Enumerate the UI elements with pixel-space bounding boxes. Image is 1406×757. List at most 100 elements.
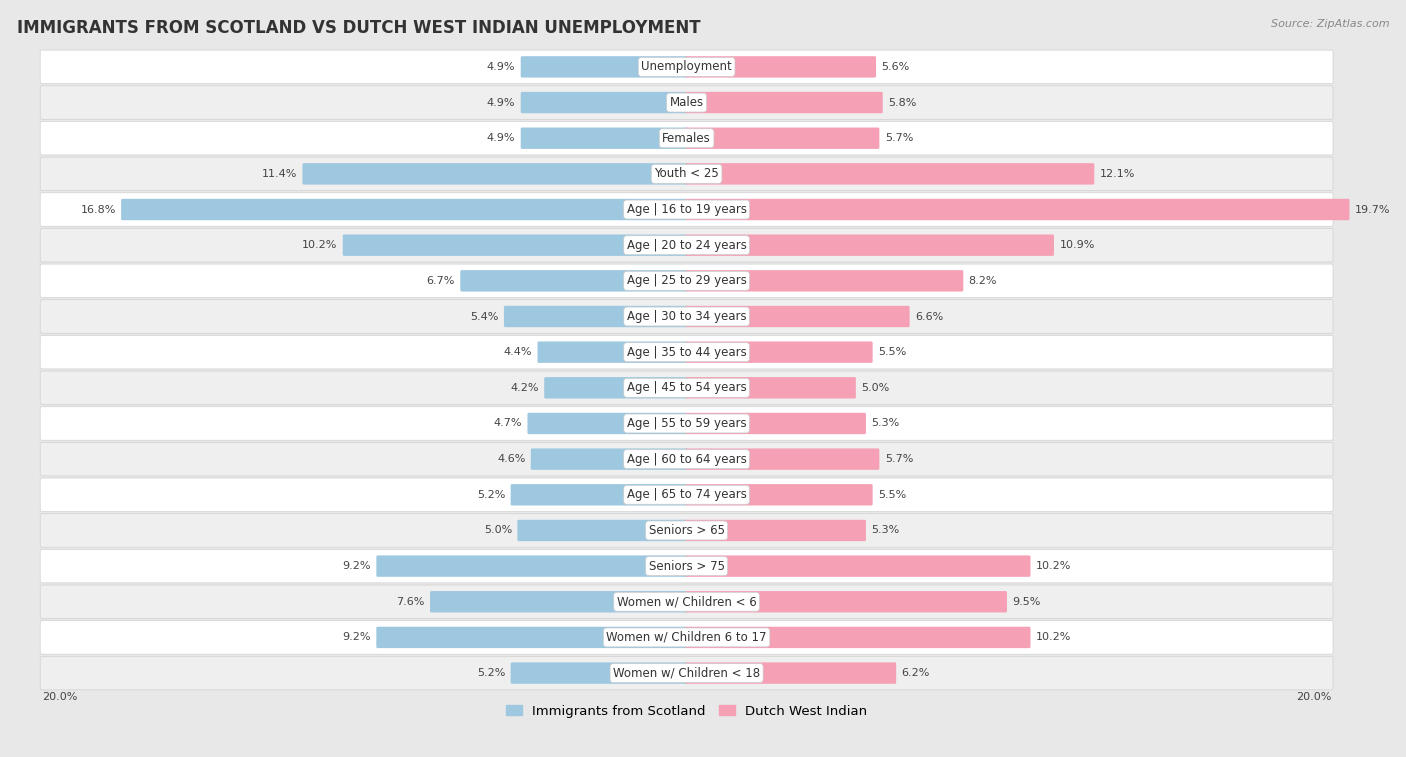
FancyBboxPatch shape [685, 199, 1350, 220]
Text: Seniors > 75: Seniors > 75 [648, 559, 724, 572]
Text: Age | 16 to 19 years: Age | 16 to 19 years [627, 203, 747, 216]
FancyBboxPatch shape [685, 556, 1031, 577]
Text: 5.2%: 5.2% [477, 668, 505, 678]
FancyBboxPatch shape [537, 341, 688, 363]
FancyBboxPatch shape [302, 164, 688, 185]
FancyBboxPatch shape [41, 157, 1333, 191]
FancyBboxPatch shape [685, 270, 963, 291]
FancyBboxPatch shape [685, 413, 866, 435]
FancyBboxPatch shape [377, 627, 688, 648]
Text: 5.0%: 5.0% [862, 383, 890, 393]
FancyBboxPatch shape [430, 591, 688, 612]
FancyBboxPatch shape [121, 199, 688, 220]
Text: Unemployment: Unemployment [641, 61, 733, 73]
Text: 4.7%: 4.7% [494, 419, 522, 428]
Text: Age | 25 to 29 years: Age | 25 to 29 years [627, 274, 747, 288]
FancyBboxPatch shape [685, 484, 873, 506]
FancyBboxPatch shape [41, 478, 1333, 512]
FancyBboxPatch shape [685, 627, 1031, 648]
FancyBboxPatch shape [41, 371, 1333, 404]
Text: Age | 30 to 34 years: Age | 30 to 34 years [627, 310, 747, 323]
Text: Seniors > 65: Seniors > 65 [648, 524, 724, 537]
Text: Age | 60 to 64 years: Age | 60 to 64 years [627, 453, 747, 466]
Text: 5.2%: 5.2% [477, 490, 505, 500]
FancyBboxPatch shape [685, 662, 896, 684]
Text: 5.7%: 5.7% [884, 133, 912, 143]
Text: 20.0%: 20.0% [42, 692, 77, 702]
Text: 8.2%: 8.2% [969, 276, 997, 286]
FancyBboxPatch shape [41, 442, 1333, 476]
FancyBboxPatch shape [41, 656, 1333, 690]
Text: Age | 65 to 74 years: Age | 65 to 74 years [627, 488, 747, 501]
Text: Age | 45 to 54 years: Age | 45 to 54 years [627, 382, 747, 394]
Text: 5.6%: 5.6% [882, 62, 910, 72]
Text: 4.9%: 4.9% [486, 98, 516, 107]
FancyBboxPatch shape [520, 127, 688, 149]
Text: Females: Females [662, 132, 711, 145]
FancyBboxPatch shape [544, 377, 688, 398]
FancyBboxPatch shape [685, 164, 1094, 185]
FancyBboxPatch shape [685, 448, 879, 470]
FancyBboxPatch shape [460, 270, 688, 291]
FancyBboxPatch shape [41, 86, 1333, 120]
Text: 5.8%: 5.8% [889, 98, 917, 107]
Text: 4.2%: 4.2% [510, 383, 538, 393]
Text: 19.7%: 19.7% [1355, 204, 1391, 214]
Text: Women w/ Children 6 to 17: Women w/ Children 6 to 17 [606, 631, 766, 644]
Text: Age | 55 to 59 years: Age | 55 to 59 years [627, 417, 747, 430]
Text: Women w/ Children < 6: Women w/ Children < 6 [617, 595, 756, 609]
FancyBboxPatch shape [685, 341, 873, 363]
Text: Age | 35 to 44 years: Age | 35 to 44 years [627, 346, 747, 359]
FancyBboxPatch shape [41, 585, 1333, 618]
Text: 6.2%: 6.2% [901, 668, 929, 678]
Text: 6.7%: 6.7% [426, 276, 456, 286]
Text: 12.1%: 12.1% [1099, 169, 1135, 179]
FancyBboxPatch shape [527, 413, 688, 435]
Text: 20.0%: 20.0% [1296, 692, 1331, 702]
Text: Youth < 25: Youth < 25 [654, 167, 718, 180]
FancyBboxPatch shape [685, 591, 1007, 612]
Text: Women w/ Children < 18: Women w/ Children < 18 [613, 667, 761, 680]
Text: 4.9%: 4.9% [486, 133, 516, 143]
Text: 5.7%: 5.7% [884, 454, 912, 464]
Text: 9.2%: 9.2% [343, 632, 371, 643]
Text: 10.2%: 10.2% [1036, 561, 1071, 571]
FancyBboxPatch shape [685, 56, 876, 77]
FancyBboxPatch shape [685, 127, 879, 149]
Text: 16.8%: 16.8% [80, 204, 115, 214]
FancyBboxPatch shape [510, 484, 688, 506]
Text: 7.6%: 7.6% [396, 597, 425, 607]
FancyBboxPatch shape [510, 662, 688, 684]
Text: 5.3%: 5.3% [872, 419, 900, 428]
FancyBboxPatch shape [41, 550, 1333, 583]
FancyBboxPatch shape [41, 229, 1333, 262]
FancyBboxPatch shape [503, 306, 688, 327]
Text: 6.6%: 6.6% [915, 311, 943, 322]
Text: 4.6%: 4.6% [498, 454, 526, 464]
Text: 5.5%: 5.5% [877, 490, 907, 500]
FancyBboxPatch shape [685, 235, 1054, 256]
Text: IMMIGRANTS FROM SCOTLAND VS DUTCH WEST INDIAN UNEMPLOYMENT: IMMIGRANTS FROM SCOTLAND VS DUTCH WEST I… [17, 19, 700, 37]
Text: 5.0%: 5.0% [484, 525, 512, 535]
Legend: Immigrants from Scotland, Dutch West Indian: Immigrants from Scotland, Dutch West Ind… [501, 699, 873, 723]
FancyBboxPatch shape [41, 335, 1333, 369]
FancyBboxPatch shape [685, 306, 910, 327]
FancyBboxPatch shape [41, 264, 1333, 298]
FancyBboxPatch shape [41, 300, 1333, 333]
FancyBboxPatch shape [377, 556, 688, 577]
FancyBboxPatch shape [520, 92, 688, 114]
FancyBboxPatch shape [685, 377, 856, 398]
FancyBboxPatch shape [343, 235, 688, 256]
Text: 10.2%: 10.2% [1036, 632, 1071, 643]
Text: 5.3%: 5.3% [872, 525, 900, 535]
FancyBboxPatch shape [517, 520, 688, 541]
Text: 9.5%: 9.5% [1012, 597, 1040, 607]
FancyBboxPatch shape [520, 56, 688, 77]
Text: 5.5%: 5.5% [877, 347, 907, 357]
Text: Males: Males [669, 96, 703, 109]
FancyBboxPatch shape [41, 121, 1333, 155]
Text: 9.2%: 9.2% [343, 561, 371, 571]
Text: Age | 20 to 24 years: Age | 20 to 24 years [627, 238, 747, 251]
FancyBboxPatch shape [41, 621, 1333, 654]
FancyBboxPatch shape [685, 520, 866, 541]
